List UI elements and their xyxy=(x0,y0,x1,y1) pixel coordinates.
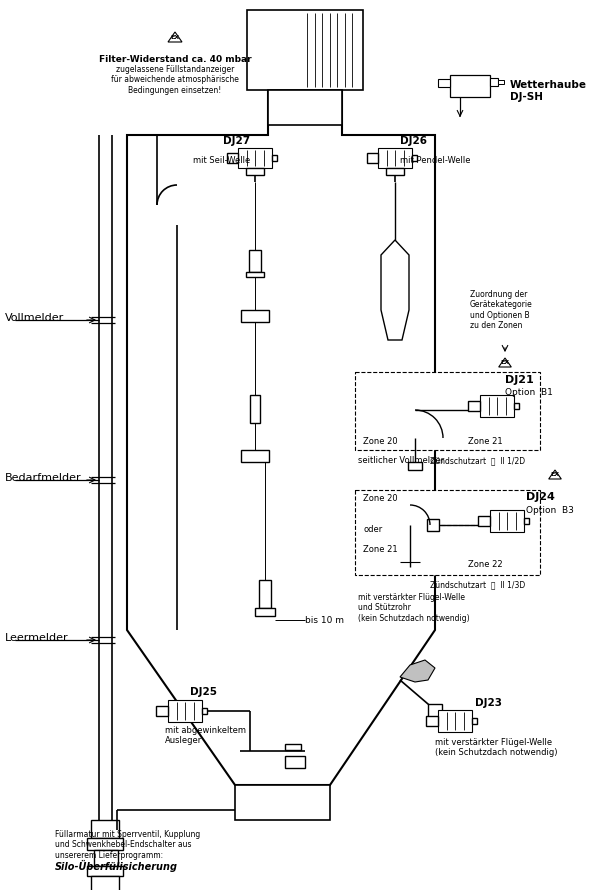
Bar xyxy=(378,148,412,168)
Bar xyxy=(427,519,439,531)
Bar xyxy=(285,756,305,768)
Text: DJ23: DJ23 xyxy=(475,698,502,708)
Bar xyxy=(238,148,272,168)
Text: DJ27: DJ27 xyxy=(223,136,250,146)
Text: mit verstärkter Flügel-Welle
und Stützrohr
(kein Schutzdach notwendig): mit verstärkter Flügel-Welle und Stützro… xyxy=(358,593,470,623)
Polygon shape xyxy=(130,465,432,785)
Bar xyxy=(156,706,168,716)
Text: Zündschutzart  ⓔ  II 1/3D: Zündschutzart ⓔ II 1/3D xyxy=(430,580,525,589)
Bar xyxy=(355,372,540,450)
Bar xyxy=(246,168,264,175)
Bar xyxy=(498,80,504,84)
Text: oder: oder xyxy=(363,525,382,534)
Bar xyxy=(514,403,519,409)
Text: Leermelder: Leermelder xyxy=(5,633,69,643)
Bar xyxy=(450,75,490,97)
Bar xyxy=(490,78,498,86)
Bar xyxy=(91,820,119,838)
Text: mit abgewinkeltem
Ausleger: mit abgewinkeltem Ausleger xyxy=(165,726,246,746)
Bar xyxy=(438,79,450,87)
Bar xyxy=(202,708,207,714)
Text: DJ24: DJ24 xyxy=(526,492,555,502)
Text: EX: EX xyxy=(551,473,560,477)
Bar xyxy=(367,153,378,163)
Bar xyxy=(227,153,238,163)
Text: Füllarmatur mit Sperrventil, Kupplung
und Schwenkhebel-Endschalter aus
unsererem: Füllarmatur mit Sperrventil, Kupplung un… xyxy=(55,830,200,860)
Text: EX: EX xyxy=(170,35,179,40)
Bar xyxy=(91,876,119,890)
Polygon shape xyxy=(499,358,511,367)
Bar xyxy=(480,395,514,417)
Bar xyxy=(255,608,275,616)
Text: Option  B1: Option B1 xyxy=(505,388,553,397)
Bar xyxy=(249,250,261,272)
Polygon shape xyxy=(168,32,182,42)
Bar xyxy=(478,516,490,526)
Polygon shape xyxy=(381,240,409,340)
Text: Silo-Überfülisicherung: Silo-Überfülisicherung xyxy=(55,860,178,872)
Text: DJ26: DJ26 xyxy=(400,136,427,146)
Bar xyxy=(235,785,330,820)
Text: zugelassene Füllstandanzeiger
für abweichende atmosphärische
Bedingungen einsetz: zugelassene Füllstandanzeiger für abweic… xyxy=(111,65,239,95)
Bar xyxy=(247,10,363,90)
Bar xyxy=(524,518,529,524)
Text: Vollmelder: Vollmelder xyxy=(5,313,64,323)
Bar xyxy=(468,401,480,411)
Bar xyxy=(268,90,342,125)
Text: bis 10 m: bis 10 m xyxy=(305,616,344,625)
Bar xyxy=(241,310,269,322)
Bar xyxy=(426,716,438,726)
Text: Zone 20: Zone 20 xyxy=(363,437,398,446)
Text: seitlicher Vollmelder: seitlicher Vollmelder xyxy=(358,456,444,465)
Bar xyxy=(355,490,540,575)
Text: Zone 21: Zone 21 xyxy=(468,437,502,446)
Polygon shape xyxy=(400,660,435,682)
Bar xyxy=(250,395,260,423)
Text: Zone 21: Zone 21 xyxy=(363,545,398,554)
Bar xyxy=(490,510,524,532)
Text: Bedarfmelder: Bedarfmelder xyxy=(5,473,82,483)
Bar xyxy=(285,744,301,750)
Bar xyxy=(412,155,417,161)
Bar xyxy=(472,718,477,724)
Bar xyxy=(428,704,442,724)
Bar xyxy=(272,155,277,161)
Bar xyxy=(168,700,202,722)
Bar xyxy=(94,850,118,866)
Text: EX: EX xyxy=(501,360,510,366)
Bar xyxy=(241,450,269,462)
Bar xyxy=(386,168,404,175)
Polygon shape xyxy=(127,90,435,785)
Text: Option  B3: Option B3 xyxy=(526,506,574,515)
Bar xyxy=(246,272,264,277)
Bar xyxy=(87,866,123,876)
Text: mit verstärkter Flügel-Welle
(kein Schutzdach notwendig): mit verstärkter Flügel-Welle (kein Schut… xyxy=(435,738,557,757)
Text: Filter-Widerstand ca. 40 mbar: Filter-Widerstand ca. 40 mbar xyxy=(99,55,252,64)
Polygon shape xyxy=(549,470,561,479)
Text: Zone 20: Zone 20 xyxy=(363,494,398,503)
Text: DJ25: DJ25 xyxy=(190,687,217,697)
Text: DJ21: DJ21 xyxy=(505,375,534,385)
Bar xyxy=(438,710,472,732)
Text: Zuordnung der
Gerätekategorie
und Optionen B
zu den Zonen: Zuordnung der Gerätekategorie und Option… xyxy=(470,290,533,330)
Bar xyxy=(259,580,271,608)
Text: mit Pendel-Welle: mit Pendel-Welle xyxy=(400,156,470,165)
Bar xyxy=(408,462,422,470)
Text: Zone 22: Zone 22 xyxy=(468,560,502,569)
Text: Wetterhaube
DJ-SH: Wetterhaube DJ-SH xyxy=(510,80,587,101)
Text: mit Seil-Welle: mit Seil-Welle xyxy=(193,156,250,165)
Text: Zündschutzart  ⓔ  II 1/2D: Zündschutzart ⓔ II 1/2D xyxy=(430,456,525,465)
Bar xyxy=(87,838,123,850)
